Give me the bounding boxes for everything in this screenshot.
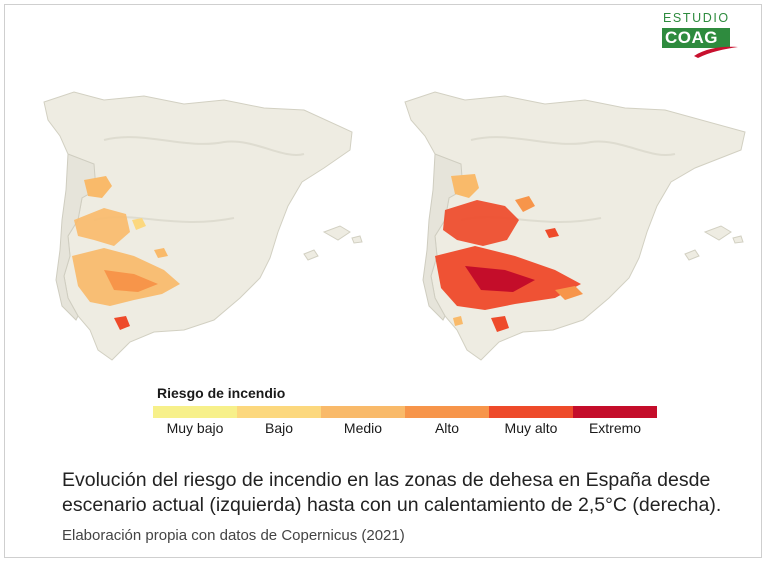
balearic-islands: [684, 225, 744, 261]
figure-caption: Evolución del riesgo de incendio en las …: [62, 468, 721, 518]
legend-swatch-bajo: [237, 406, 321, 418]
legend-label-extremo: Extremo: [588, 420, 642, 436]
figure-frame: [4, 4, 762, 558]
legend-swatch-alto: [405, 406, 489, 418]
legend-label-bajo: Bajo: [264, 420, 294, 436]
logo-box-text: COAG: [662, 28, 730, 48]
legend-swatch-muy-alto: [489, 406, 573, 418]
fire-risk-zones-warming: [435, 174, 583, 332]
legend-labels: Muy bajo Bajo Medio Alto Muy alto Extrem…: [153, 420, 657, 440]
legend-label-muy-bajo: Muy bajo: [166, 420, 224, 436]
map-current-scenario: [43, 91, 363, 361]
legend-label-alto: Alto: [434, 420, 460, 436]
legend-label-muy-alto: Muy alto: [504, 420, 558, 436]
logo-swoosh-icon: [694, 46, 738, 58]
legend-title: Riesgo de incendio: [157, 385, 286, 401]
legend-swatch-medio: [321, 406, 405, 418]
fire-risk-zones-current: [72, 176, 180, 330]
balearic-islands: [303, 225, 363, 261]
estudio-coag-logo: ESTUDIO COAG: [662, 11, 742, 58]
logo-top-text: ESTUDIO: [663, 11, 730, 25]
caption-line-1: Evolución del riesgo de incendio en las …: [62, 469, 711, 491]
caption-line-2: escenario actual (izquierda) hasta con u…: [62, 494, 722, 516]
data-source-note: Elaboración propia con datos de Copernic…: [62, 527, 405, 544]
legend-swatch-extremo: [573, 406, 657, 418]
legend-label-medio: Medio: [343, 420, 383, 436]
legend-swatch-muy-bajo: [153, 406, 237, 418]
legend-color-bar: [153, 406, 657, 418]
map-warming-scenario: [404, 91, 746, 361]
